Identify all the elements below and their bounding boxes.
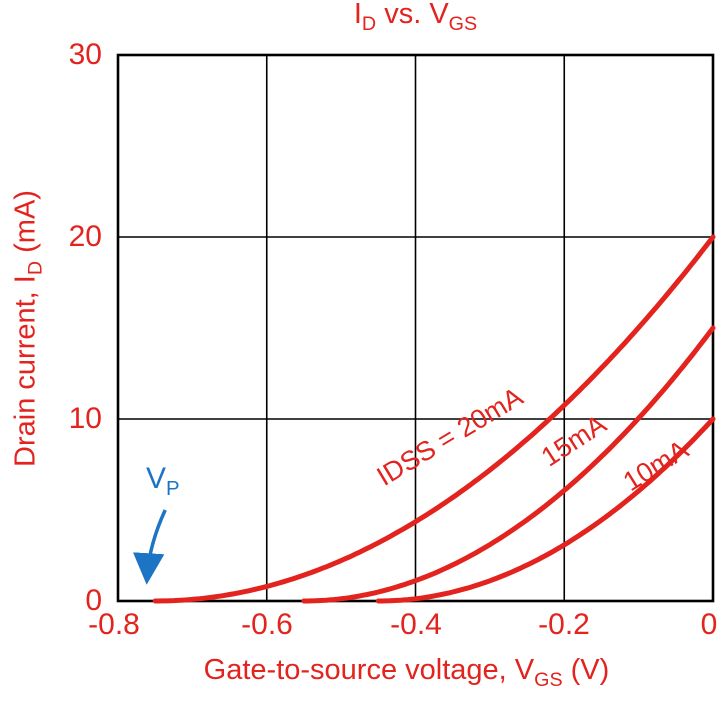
y-axis-label-sub: D [24,260,47,276]
x-axis-label-sub: GS [534,668,563,691]
x-tick-neg-0-2: -0.2 [538,608,590,641]
curve-10ma [375,416,716,604]
x-tick-neg-0-6: -0.6 [241,608,293,641]
x-axis-label-unit: (V) [562,654,610,686]
y-tick-10: 10 [68,402,102,435]
x-tick-neg-0-4: -0.4 [390,608,442,641]
vp-label-sub: P [166,478,180,500]
curve-15ma [301,325,716,604]
x-axis-label-text: Gate-to-source voltage, V [203,654,535,686]
y-tick-30: 30 [68,38,102,71]
chart-title-sub-d: D [361,12,377,35]
chart-title-sub-gs: GS [448,12,478,35]
y-axis-label-text: Drain current, I [9,275,42,467]
vp-label-text: V [146,462,167,495]
x-tick-neg-0-8: -0.8 [88,608,140,641]
vp-arrow [132,509,167,585]
x-axis-label: Gate-to-source voltage, VGS (V) [100,654,713,690]
chart-title-mid: vs. V [376,0,449,30]
y-tick-0: 0 [85,584,102,617]
curve-idss-20ma [152,234,716,604]
pinch-off-voltage-label: VP [146,462,180,499]
y-tick-20: 20 [68,220,102,253]
y-axis-label: Drain current, ID (mA) [9,29,47,629]
chart-title: ID vs. VGS [118,0,713,34]
chart-title-text: I [353,0,362,30]
x-tick-0: 0 [700,608,718,641]
